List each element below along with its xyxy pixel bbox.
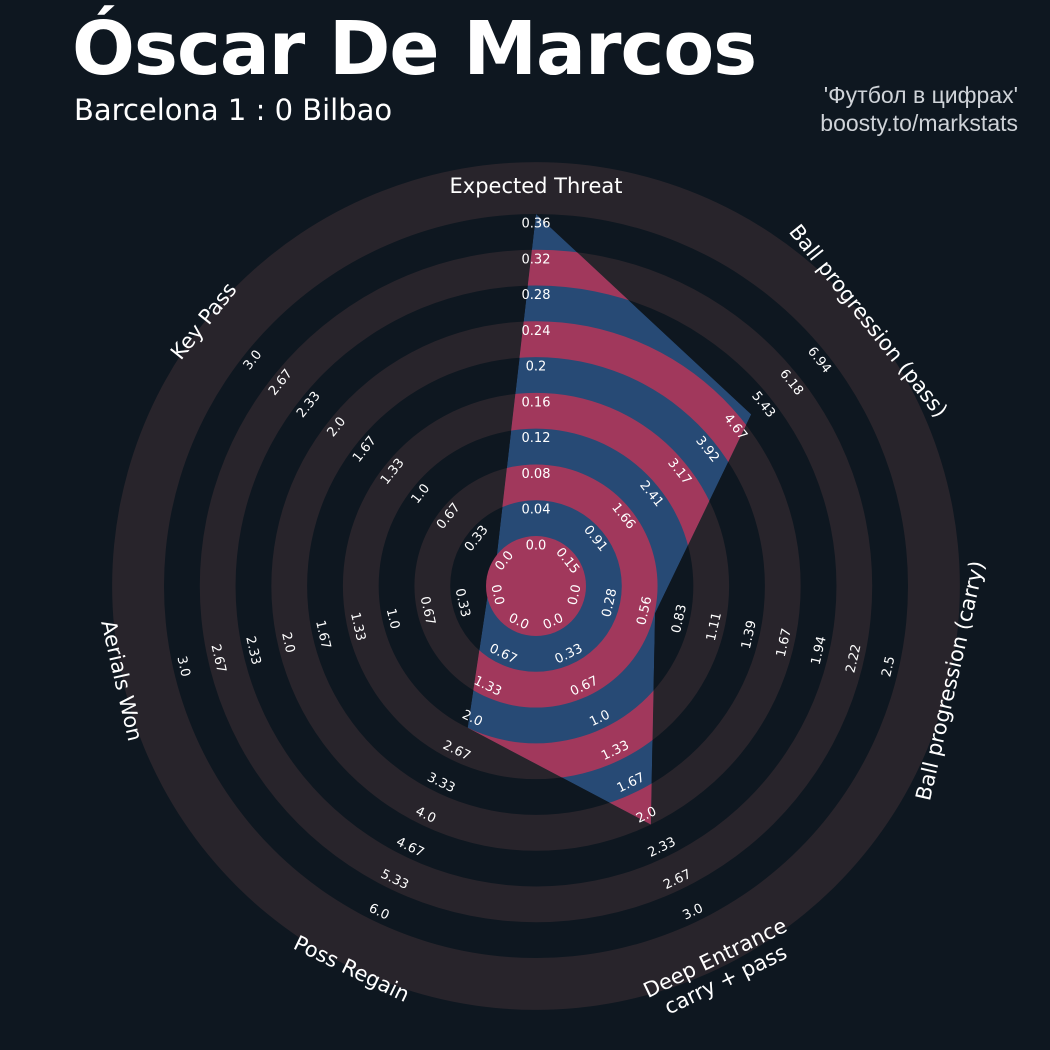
tick-label: 0.16 [522, 395, 551, 410]
axis-label: Expected Threat [450, 174, 623, 198]
tick-label: 1.39 [739, 619, 760, 651]
tick-label: 0.2 [526, 360, 547, 375]
tick-label: 2.0 [278, 631, 297, 655]
center-disc [486, 536, 586, 636]
tick-label: 0.08 [522, 467, 551, 482]
tick-label: 3.0 [173, 655, 192, 679]
credit-line-2: boosty.to/markstats [820, 110, 1018, 136]
tick-label: 0.24 [522, 324, 551, 339]
tick-label: 1.33 [347, 611, 368, 643]
tick-label: 1.94 [809, 635, 830, 667]
tick-label: 0.04 [522, 503, 551, 518]
tick-label: 1.0 [383, 607, 402, 631]
tick-label: 0.33 [452, 587, 473, 619]
tick-label: 2.33 [242, 635, 263, 667]
tick-label: 0.83 [669, 603, 690, 635]
tick-label: 0.36 [522, 217, 551, 232]
tick-label: 1.67 [774, 627, 795, 659]
match-subtitle: Barcelona 1 : 0 Bilbao [74, 93, 393, 127]
tick-label: 2.22 [843, 643, 864, 675]
tick-label: 0.28 [522, 288, 551, 303]
tick-label: 0.0 [565, 583, 584, 607]
tick-label: 0.12 [522, 431, 551, 446]
player-title: Óscar De Marcos [72, 6, 757, 92]
tick-label: 1.67 [312, 619, 333, 651]
axis-label-line: Expected Threat [450, 174, 623, 198]
tick-label: 0.32 [522, 252, 551, 267]
tick-label: 0.0 [526, 539, 547, 554]
tick-label: 2.67 [207, 643, 228, 675]
tick-label: 0.0 [487, 583, 506, 607]
credit-line-1: 'Футбол в цифрах' [823, 82, 1018, 108]
tick-label: 1.11 [704, 611, 725, 643]
tick-label: 2.5 [879, 655, 898, 679]
tick-label: 0.67 [417, 595, 438, 627]
tick-label: 0.56 [634, 595, 655, 627]
tick-label: 0.28 [599, 587, 620, 619]
